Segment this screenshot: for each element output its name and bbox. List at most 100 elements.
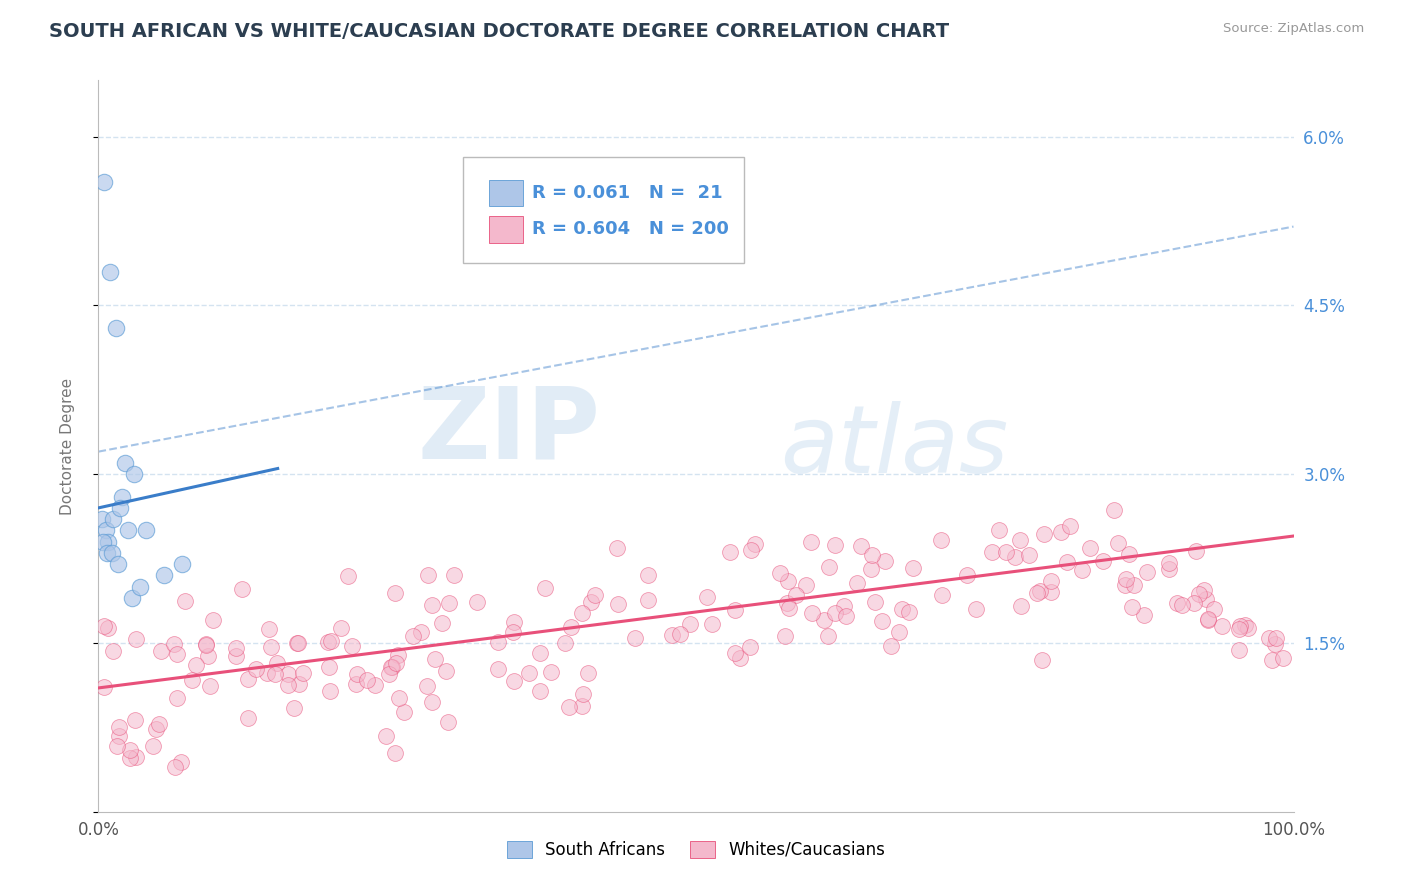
Point xyxy=(416,568,439,582)
Point xyxy=(107,557,129,571)
Point xyxy=(558,699,581,714)
Point xyxy=(533,581,555,595)
Point xyxy=(201,613,224,627)
Point xyxy=(1031,653,1053,667)
Point xyxy=(287,677,309,691)
Point xyxy=(1107,535,1129,549)
Point xyxy=(800,535,823,549)
Point xyxy=(1271,651,1294,665)
Point xyxy=(502,673,524,688)
Y-axis label: Doctorate Degree: Doctorate Degree xyxy=(60,377,75,515)
Point xyxy=(425,651,447,665)
Point xyxy=(718,545,741,559)
Point xyxy=(860,562,883,576)
Point xyxy=(392,705,415,719)
Point xyxy=(277,667,299,681)
Point xyxy=(579,594,602,608)
Point xyxy=(529,684,551,698)
Point xyxy=(889,625,911,640)
Point xyxy=(91,534,114,549)
Point xyxy=(316,635,339,649)
Point xyxy=(197,648,219,663)
Point xyxy=(824,607,846,621)
Point xyxy=(225,640,247,655)
Point xyxy=(503,615,526,630)
Point xyxy=(120,751,142,765)
Point xyxy=(184,658,207,673)
Point xyxy=(778,601,800,615)
Point xyxy=(738,640,761,654)
Point xyxy=(287,635,309,649)
Point xyxy=(430,616,453,631)
Point xyxy=(101,644,124,658)
Point xyxy=(890,602,912,616)
Point xyxy=(153,568,176,582)
Point xyxy=(129,580,152,594)
Point xyxy=(94,524,117,538)
Point xyxy=(437,596,460,610)
Point xyxy=(1078,541,1101,556)
Point xyxy=(416,679,439,693)
Point xyxy=(817,560,839,574)
Point xyxy=(108,500,131,515)
Point xyxy=(384,746,406,760)
Text: R = 0.604   N = 200: R = 0.604 N = 200 xyxy=(533,220,730,238)
Point xyxy=(163,760,186,774)
Point xyxy=(870,614,893,628)
Point xyxy=(1237,621,1260,635)
Point xyxy=(114,456,136,470)
Point xyxy=(96,546,118,560)
Point xyxy=(1195,592,1218,607)
Point xyxy=(813,613,835,627)
Point xyxy=(571,698,593,713)
Point xyxy=(1261,653,1284,667)
Point xyxy=(93,680,115,694)
Point xyxy=(1185,544,1208,558)
Bar xyxy=(489,217,523,243)
Point xyxy=(93,175,115,189)
Point xyxy=(873,554,896,568)
Point xyxy=(344,676,367,690)
Legend: South Africans, Whites/Caucasians: South Africans, Whites/Caucasians xyxy=(501,834,891,865)
Point xyxy=(929,533,952,547)
Point xyxy=(744,537,766,551)
Point xyxy=(1157,556,1180,570)
Point xyxy=(1040,574,1063,589)
Point xyxy=(198,679,221,693)
Point xyxy=(283,700,305,714)
Point xyxy=(1056,556,1078,570)
Point xyxy=(1233,618,1256,632)
Point xyxy=(1032,527,1054,541)
Point xyxy=(1039,584,1062,599)
Point xyxy=(1229,642,1251,657)
Point xyxy=(955,568,977,582)
Point xyxy=(385,656,408,670)
Point xyxy=(486,635,509,649)
Point xyxy=(319,684,342,698)
Point xyxy=(846,576,869,591)
Point xyxy=(1121,600,1143,615)
Point xyxy=(105,321,128,335)
Point xyxy=(801,606,824,620)
Point xyxy=(380,660,402,674)
Point xyxy=(118,743,141,757)
Point xyxy=(1029,584,1052,599)
Point xyxy=(1004,549,1026,564)
Point xyxy=(583,588,606,602)
Point xyxy=(465,594,488,608)
Point xyxy=(1136,565,1159,579)
Point xyxy=(769,566,792,581)
Point xyxy=(679,616,702,631)
Point xyxy=(436,714,458,729)
Point xyxy=(166,648,188,662)
Point xyxy=(172,557,194,571)
Point xyxy=(1227,622,1250,636)
Text: SOUTH AFRICAN VS WHITE/CAUCASIAN DOCTORATE DEGREE CORRELATION CHART: SOUTH AFRICAN VS WHITE/CAUCASIAN DOCTORA… xyxy=(49,22,949,41)
Point xyxy=(824,539,846,553)
Point xyxy=(388,690,411,705)
Point xyxy=(105,739,128,753)
Point xyxy=(387,648,409,662)
Point xyxy=(264,666,287,681)
Point xyxy=(1166,596,1188,610)
Point xyxy=(1192,582,1215,597)
